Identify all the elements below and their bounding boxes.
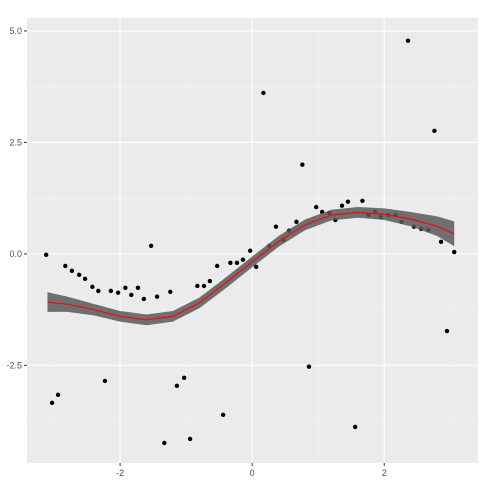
point (273, 224, 279, 229)
point (181, 375, 187, 381)
point (432, 128, 437, 134)
x-tick-label: -2 (116, 468, 124, 478)
point (345, 199, 351, 204)
point (115, 290, 121, 295)
point (214, 263, 220, 269)
point (300, 162, 305, 167)
point (154, 294, 160, 299)
point (49, 400, 55, 406)
point (96, 288, 101, 294)
point (306, 364, 312, 369)
point (438, 239, 444, 245)
point (168, 289, 173, 294)
point (234, 260, 240, 265)
point (294, 219, 299, 224)
y-tick-label: -2.5 (6, 360, 22, 370)
point (352, 424, 358, 430)
point (261, 90, 266, 96)
point (187, 436, 193, 442)
point (63, 263, 68, 269)
x-tick-label: 2 (382, 468, 387, 478)
point (228, 260, 233, 265)
point (201, 283, 207, 289)
y-tick-label: 2.5 (9, 137, 22, 147)
point (43, 252, 49, 257)
point (141, 296, 147, 302)
confidence-band (47, 207, 455, 326)
y-tick-label: 0.0 (9, 249, 22, 259)
point (129, 292, 134, 298)
point (102, 378, 108, 384)
point (452, 249, 457, 255)
point (220, 412, 226, 418)
point (240, 257, 246, 262)
point (195, 283, 200, 289)
point (339, 203, 345, 208)
point (123, 285, 128, 290)
point (55, 392, 61, 397)
point (314, 204, 319, 210)
point (174, 383, 180, 389)
point (135, 285, 141, 290)
point (207, 278, 213, 284)
point (162, 440, 167, 446)
point (108, 288, 114, 294)
point (90, 284, 95, 290)
point (405, 38, 411, 43)
x-tick-label: 0 (250, 468, 255, 478)
point (82, 276, 88, 282)
point (247, 248, 253, 253)
point (253, 264, 259, 270)
smooth-line (47, 211, 455, 321)
point (360, 198, 365, 204)
point (444, 328, 450, 334)
point (76, 272, 82, 278)
point (69, 268, 75, 274)
y-tick-label: 5.0 (9, 26, 22, 36)
point (148, 243, 154, 249)
